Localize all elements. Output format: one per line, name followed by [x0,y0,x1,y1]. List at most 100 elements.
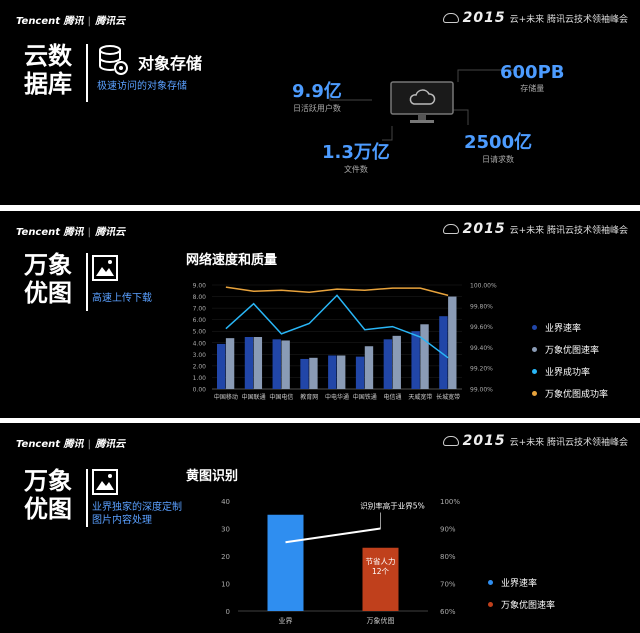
bar-wanxiang-speed [337,355,346,389]
y2-tick-label: 99.40% [470,345,493,352]
product-subtitle: 极速访问的对象存储 [97,81,187,92]
chart-title: 网络速度和质量 [186,253,278,268]
legend-item: 万象优图成功率 [532,382,608,404]
bar-wanxiang [362,547,399,611]
y-tick-label: 6.00 [193,317,207,324]
y2-tick-label: 99.60% [470,324,493,331]
y-tick-label: 1.00 [193,375,207,382]
x-tick-label: 业界 [279,616,293,625]
page-title: 万象 优图 [24,467,72,523]
summit-banner: 2015 云+未来 腾讯云技术领袖峰会 [442,221,628,237]
x-tick-label: 中国电信 [269,393,293,401]
x-tick-label: 天威宽带 [408,393,432,401]
x-tick-label: 万象优图 [367,616,395,625]
bar-industry [267,514,304,611]
bar-data-label: 12个 [372,567,390,576]
porn-detection-chart: 0 10 20 30 40 60% 70% 80% 90% 100% 业界 万象优图 识别率高于业界5%… [221,498,460,625]
legend-swatch [532,346,537,352]
x-tick-label: 电信通 [384,393,402,401]
bar-wanxiang-speed [253,337,263,389]
summit-year: 2015 [462,433,506,449]
bar-industry-speed [355,356,365,389]
legend-item: 万象优图速率 [488,593,555,615]
chart-title: 黄图识别 [186,469,239,484]
cloud-icon [442,436,459,446]
metric-daily-requests: 2500亿 日请求数 [464,132,533,164]
y2-tick-label: 80% [440,553,456,561]
legend-item: 业界速率 [532,316,608,338]
bar-industry-speed [272,339,281,389]
database-icon [99,45,128,75]
summit-text: 云+未来 腾讯云技术领袖峰会 [509,437,628,448]
y-tick-label: 10 [221,581,230,589]
tencent-logo: Tencent 腾讯 [16,227,84,238]
summit-banner: 2015 云+未来 腾讯云技术领袖峰会 [442,433,628,449]
y-tick-label: 9.00 [193,283,207,290]
bar-wanxiang-speed [225,338,235,389]
y-tick-label: 3.00 [193,352,207,359]
y2-tick-label: 90% [440,526,456,534]
bar-wanxiang-speed [392,335,401,389]
divider [86,253,88,311]
legend-swatch [532,324,537,330]
summit-banner: 2015 云+未来 腾讯云技术领袖峰会 [442,10,628,26]
bar-wanxiang-speed [309,357,318,389]
x-tick-label: 中国联通 [242,393,266,401]
bar-wanxiang-speed [281,340,290,389]
slide-object-storage: Tencent 腾讯 | 腾讯云 2015 云+未来 腾讯云技术领袖峰会 云数 据库… [0,0,640,205]
connector-lines [329,69,520,141]
tencent-brand: Tencent 腾讯 | 腾讯云 [16,227,126,238]
product-name: 对象存储 [138,54,203,73]
summit-text: 云+未来 腾讯云技术领袖峰会 [509,225,628,236]
y-tick-label: 5.00 [193,329,207,336]
legend-item: 万象优图速率 [532,338,608,360]
line-recognition-rate [285,527,381,544]
summit-year: 2015 [462,221,506,237]
divider [86,44,88,102]
image-icon [92,469,118,495]
chart-legend: 业界速率 万象优图速率 [488,571,555,615]
x-tick-label: 中国移动 [214,393,238,401]
tencent-logo: Tencent 腾讯 [16,16,84,27]
x-tick-label: 中电华通 [325,393,349,401]
y2-tick-label: 99.20% [470,366,493,373]
bar-industry-speed [439,316,448,389]
y2-tick-label: 60% [440,608,456,616]
divider [86,469,88,527]
bar-industry-speed [328,355,337,389]
tencent-cloud-logo: 腾讯云 [95,16,126,27]
cloud-icon [442,13,459,23]
image-icon [92,255,118,281]
bar-industry-speed [411,331,420,389]
legend-item: 业界速率 [488,571,555,593]
bar-industry-speed [244,337,254,389]
product-subtitle: 业界独家的深度定制 图片内容处理 [92,502,182,526]
slide-network-speed: Tencent 腾讯 | 腾讯云 2015 云+未来 腾讯云技术领袖峰会 万象 优图… [0,211,640,418]
summit-text: 云+未来 腾讯云技术领袖峰会 [509,14,628,25]
annotation-label: 识别率高于业界5% [360,501,424,511]
cloud-icon [442,224,459,234]
page-title: 万象 优图 [24,251,72,307]
y-tick-label: 7.00 [193,306,207,313]
bar-data-label: 节省人力 [366,556,396,566]
x-tick-label: 中国铁通 [353,393,377,401]
tencent-brand: Tencent 腾讯 | 腾讯云 [16,16,126,27]
y-tick-label: 2.00 [193,363,207,370]
network-speed-chart: 0.00 1.00 2.00 3.00 4.00 5.00 6.00 7.00 8.00 9.00… [193,283,497,402]
metric-daily-active-users: 9.9亿 日活跃用户数 [292,81,342,113]
line-industry-success-rate [225,294,449,359]
y2-tick-label: 99.00% [470,387,493,394]
y2-tick-label: 99.80% [470,303,493,310]
bar-industry-speed [383,339,393,389]
x-tick-label: 长城宽带 [436,393,460,401]
bar-wanxiang-speed [448,296,457,389]
legend-swatch [488,579,493,585]
x-tick-label: 教育网 [300,393,318,401]
metric-storage: 600PB 存储量 [500,62,565,93]
y-tick-label: 0 [226,608,230,616]
bar-industry-speed [300,358,309,389]
page-title: 云数 据库 [24,42,72,98]
legend-swatch [532,390,537,396]
bar-wanxiang-speed [420,324,429,389]
y2-tick-label: 100.00% [470,283,497,290]
